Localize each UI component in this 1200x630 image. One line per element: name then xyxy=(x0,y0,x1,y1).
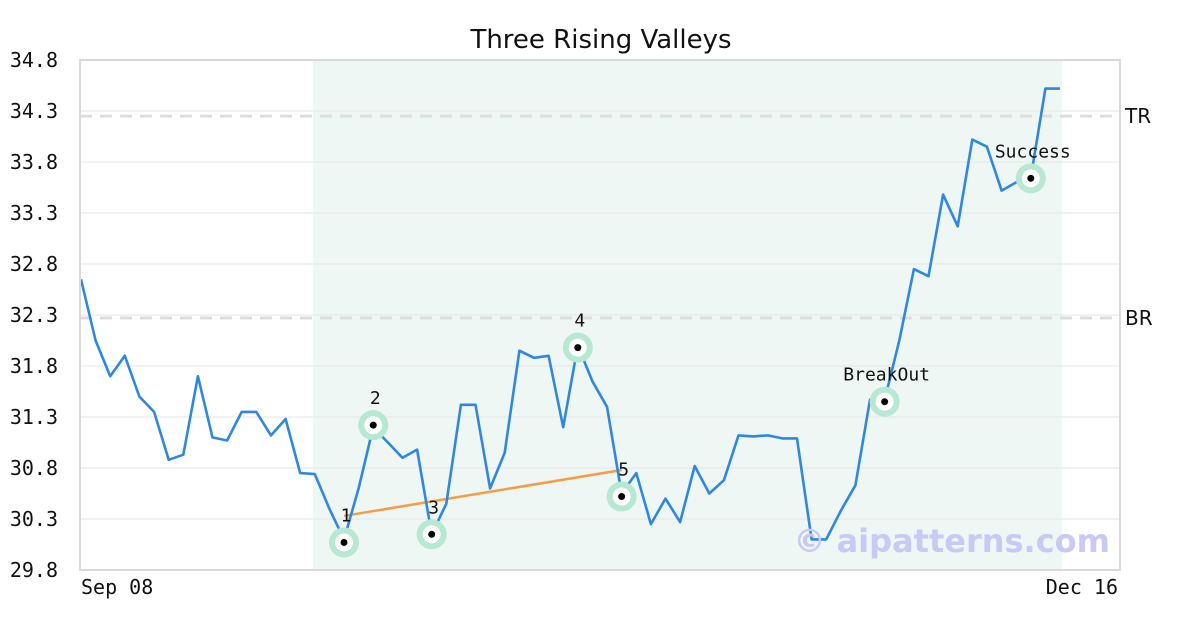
x-tick-label: Sep 08 xyxy=(81,575,153,599)
marker-dot xyxy=(340,538,348,546)
point-label-3: 3 xyxy=(428,497,439,518)
reference-label-br: BR xyxy=(1125,306,1153,330)
marker-dot xyxy=(428,530,436,538)
plot-frame xyxy=(79,59,1121,571)
y-tick-label: 34.3 xyxy=(10,99,58,123)
y-tick-label: 29.8 xyxy=(10,558,58,582)
marker-dot xyxy=(369,421,377,429)
y-tick-label: 33.3 xyxy=(10,201,58,225)
point-label-2: 2 xyxy=(370,388,381,409)
plot-border xyxy=(79,59,1121,571)
marker-dot xyxy=(574,344,582,352)
series-layer xyxy=(79,87,1060,541)
price-line xyxy=(79,87,1060,541)
trendline xyxy=(343,468,622,518)
x-axis: Sep 08 Dec 16 xyxy=(81,575,1118,599)
y-tick-label: 34.8 xyxy=(10,48,58,72)
chart-title: Three Rising Valleys xyxy=(469,25,731,55)
y-tick-label: 30.8 xyxy=(10,456,58,480)
marker-dot xyxy=(881,398,889,406)
marker-dot xyxy=(1027,174,1035,182)
point-label-breakout: BreakOut xyxy=(843,365,930,386)
point-label-1: 1 xyxy=(341,505,352,526)
trendline-layer xyxy=(343,468,622,518)
y-tick-label: 30.3 xyxy=(10,507,58,531)
y-tick-label: 31.3 xyxy=(10,405,58,429)
marked-points: 1 2 3 4 5 BreakOut Success xyxy=(329,141,1071,558)
y-axis: 29.8 30.3 30.8 31.3 31.8 32.3 32.8 33.3 33.8 34.3… xyxy=(10,48,58,582)
y-tick-label: 32.8 xyxy=(10,252,58,276)
point-label-success: Success xyxy=(995,141,1071,162)
y-tick-label: 32.3 xyxy=(10,303,58,327)
y-tick-label: 33.8 xyxy=(10,150,58,174)
y-tick-label: 31.8 xyxy=(10,354,58,378)
marker-dot xyxy=(618,493,626,501)
point-label-4: 4 xyxy=(574,311,585,332)
x-tick-label: Dec 16 xyxy=(1046,575,1118,599)
watermark: © aipatterns.com xyxy=(793,522,1110,560)
reference-lines: TR BR xyxy=(80,104,1153,330)
reference-label-tr: TR xyxy=(1124,104,1151,128)
point-label-5: 5 xyxy=(618,460,629,481)
